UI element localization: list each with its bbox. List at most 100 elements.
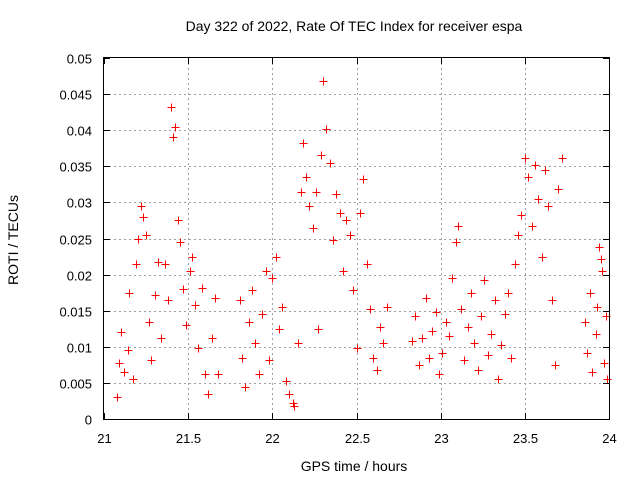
data-point — [528, 222, 537, 231]
data-point — [314, 325, 323, 334]
data-point — [241, 383, 250, 392]
data-point — [541, 166, 550, 175]
data-point — [309, 224, 318, 233]
data-point — [408, 337, 417, 346]
data-points — [113, 77, 612, 411]
data-point — [326, 159, 335, 168]
data-point — [137, 202, 146, 211]
data-point — [169, 133, 178, 142]
data-point — [595, 243, 604, 252]
data-point — [544, 202, 553, 211]
data-point — [278, 303, 287, 312]
data-point — [174, 216, 183, 225]
plot-frame — [103, 57, 610, 420]
data-point — [411, 312, 420, 321]
data-point — [115, 359, 124, 368]
data-point — [142, 231, 151, 240]
x-tick-label: 22 — [265, 431, 279, 446]
data-point — [554, 185, 563, 194]
data-point — [167, 103, 176, 112]
data-point — [521, 154, 530, 163]
data-point — [319, 77, 328, 86]
data-point — [238, 354, 247, 363]
data-point — [415, 361, 424, 370]
data-point — [134, 235, 143, 244]
data-point — [290, 402, 299, 411]
data-point — [491, 296, 500, 305]
data-point — [282, 377, 291, 386]
data-point — [191, 301, 200, 310]
data-point — [198, 284, 207, 293]
data-point — [445, 332, 454, 341]
data-point — [268, 274, 277, 283]
data-point — [176, 238, 185, 247]
data-point — [551, 361, 560, 370]
data-point — [460, 356, 469, 365]
data-point — [120, 368, 129, 377]
data-point — [422, 294, 431, 303]
x-tick-label: 21 — [97, 431, 111, 446]
data-point — [511, 260, 520, 269]
data-point — [297, 188, 306, 197]
data-point — [603, 375, 612, 384]
data-point — [497, 341, 506, 350]
data-point — [517, 211, 526, 220]
data-point — [182, 321, 191, 330]
data-point — [438, 349, 447, 358]
data-point — [258, 310, 267, 319]
data-point — [467, 289, 476, 298]
data-point — [353, 344, 362, 353]
x-tick-label: 23.5 — [513, 431, 538, 446]
data-point — [504, 289, 513, 298]
data-point — [425, 354, 434, 363]
data-point — [480, 276, 489, 285]
data-point — [376, 323, 385, 332]
data-point — [129, 375, 138, 384]
y-tick-label: 0 — [85, 413, 92, 428]
data-point — [188, 253, 197, 262]
data-point — [548, 296, 557, 305]
x-axis: 21 21.5 22 22.5 23 23.5 24 — [97, 58, 617, 446]
data-point — [342, 216, 351, 225]
chart-title: Day 322 of 2022, Rate Of TEC Index for r… — [186, 18, 523, 34]
data-point — [359, 175, 368, 184]
data-point — [470, 339, 479, 348]
data-point — [363, 260, 372, 269]
data-point — [581, 318, 590, 327]
data-point — [454, 222, 463, 231]
data-point — [507, 354, 516, 363]
data-point — [598, 267, 607, 276]
data-point — [139, 213, 148, 222]
data-point — [524, 173, 533, 182]
data-point — [145, 318, 154, 327]
data-point — [151, 291, 160, 300]
data-point — [369, 354, 378, 363]
data-point — [336, 209, 345, 218]
data-point — [593, 303, 602, 312]
data-point — [366, 305, 375, 314]
data-point — [442, 318, 451, 327]
data-point — [534, 195, 543, 204]
y-axis: 0 0.005 0.01 0.015 0.02 0.025 0.03 0.035 0.04 0.0… — [59, 52, 609, 428]
y-tick-label: 0.025 — [59, 233, 92, 248]
y-tick-label: 0.015 — [59, 305, 92, 320]
y-tick-label: 0.045 — [59, 88, 92, 103]
data-point — [457, 305, 466, 314]
data-point — [208, 334, 217, 343]
grid-lines — [104, 58, 609, 419]
data-point — [285, 390, 294, 399]
data-point — [435, 370, 444, 379]
data-point — [586, 289, 595, 298]
y-tick-label: 0.035 — [59, 160, 92, 175]
data-point — [501, 310, 510, 319]
y-axis-label: ROTI / TECUs — [5, 195, 21, 285]
data-point — [322, 125, 331, 134]
y-tick-label: 0.03 — [67, 196, 92, 211]
data-point — [312, 188, 321, 197]
data-point — [583, 349, 592, 358]
data-point — [600, 359, 609, 368]
data-point — [113, 393, 122, 402]
data-point — [171, 123, 180, 132]
data-point — [147, 356, 156, 365]
